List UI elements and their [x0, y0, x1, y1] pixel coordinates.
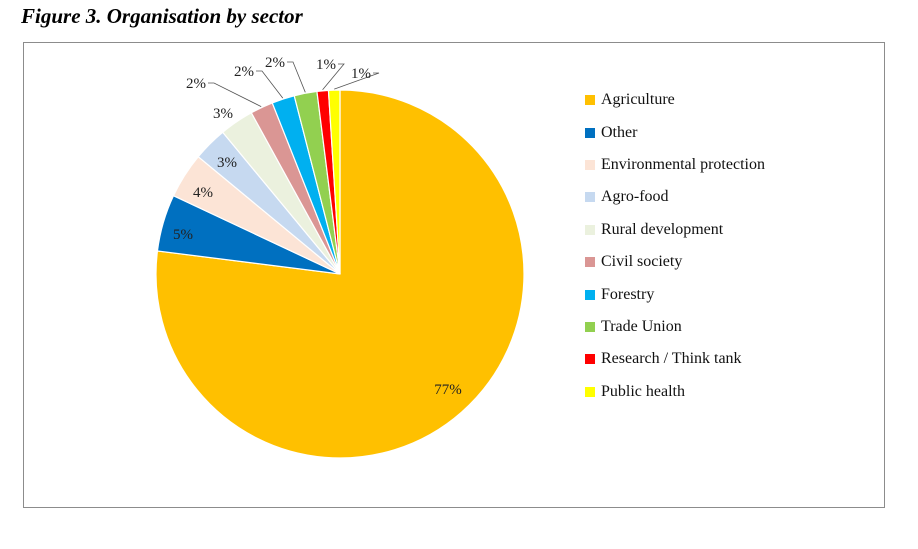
leader-line — [322, 63, 345, 91]
leader-line — [334, 72, 380, 90]
legend-label: Research / Think tank — [601, 350, 742, 368]
data-label: 5% — [173, 227, 193, 243]
pie-slice-agriculture — [155, 89, 525, 459]
legend-swatch — [585, 95, 595, 106]
data-label: 77% — [434, 382, 462, 398]
data-labels: 77%5%4%3%3%2%2%2% 1%1% — [173, 55, 462, 398]
legend-label: Environmental protection — [601, 155, 765, 173]
legend-item: Environmental protection — [585, 149, 765, 181]
legend-label: Forestry — [601, 285, 655, 303]
legend-swatch — [585, 192, 595, 203]
legend-item: Civil society — [585, 246, 765, 278]
data-label: 1% — [316, 57, 336, 73]
leader-line — [208, 82, 262, 107]
data-label: 1% — [351, 66, 371, 82]
legend-item: Agro-food — [585, 181, 765, 213]
legend-item: Forestry — [585, 278, 765, 310]
figure-title: Figure 3. Organisation by sector — [21, 4, 303, 28]
legend-label: Agro-food — [601, 188, 669, 206]
data-label: 2% — [265, 55, 285, 71]
data-label: 2% — [234, 64, 254, 80]
legend-item: Trade Union — [585, 311, 765, 343]
legend-label: Public health — [601, 382, 685, 400]
legend-item: Public health — [585, 376, 765, 408]
legend-label: Other — [601, 123, 638, 141]
legend-swatch — [585, 257, 595, 268]
legend-item: Rural development — [585, 214, 765, 246]
legend-label: Agriculture — [601, 91, 675, 109]
data-label: 3% — [213, 106, 233, 122]
legend-swatch — [585, 127, 595, 138]
pie-slice-public-health — [327, 89, 341, 275]
legend-label: Rural development — [601, 220, 724, 238]
data-label: 3% — [217, 155, 237, 171]
legend-swatch — [585, 224, 595, 235]
leader-line — [256, 70, 284, 99]
legend-swatch — [585, 159, 595, 170]
legend-swatch — [585, 386, 595, 397]
legend-item: Agriculture — [585, 84, 765, 116]
data-label: 4% — [193, 185, 213, 201]
legend-item: Research / Think tank — [585, 343, 765, 375]
data-label: 2% — [186, 76, 206, 92]
label-leader-lines — [208, 61, 380, 107]
legend-label: Trade Union — [601, 317, 682, 335]
legend-label: Civil society — [601, 253, 683, 271]
pie-slices — [155, 89, 525, 459]
leader-line — [287, 61, 306, 93]
chart-frame — [23, 42, 885, 508]
legend-swatch — [585, 289, 595, 300]
legend-swatch — [585, 354, 595, 365]
legend-item: Other — [585, 116, 765, 148]
legend-swatch — [585, 321, 595, 332]
legend: Agriculture Other Environmental protection… — [585, 84, 765, 408]
